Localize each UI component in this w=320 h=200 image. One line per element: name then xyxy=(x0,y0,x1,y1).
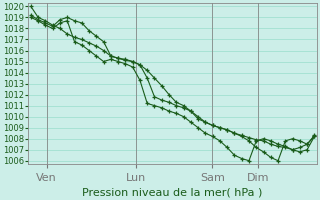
X-axis label: Pression niveau de la mer( hPa ): Pression niveau de la mer( hPa ) xyxy=(83,187,263,197)
